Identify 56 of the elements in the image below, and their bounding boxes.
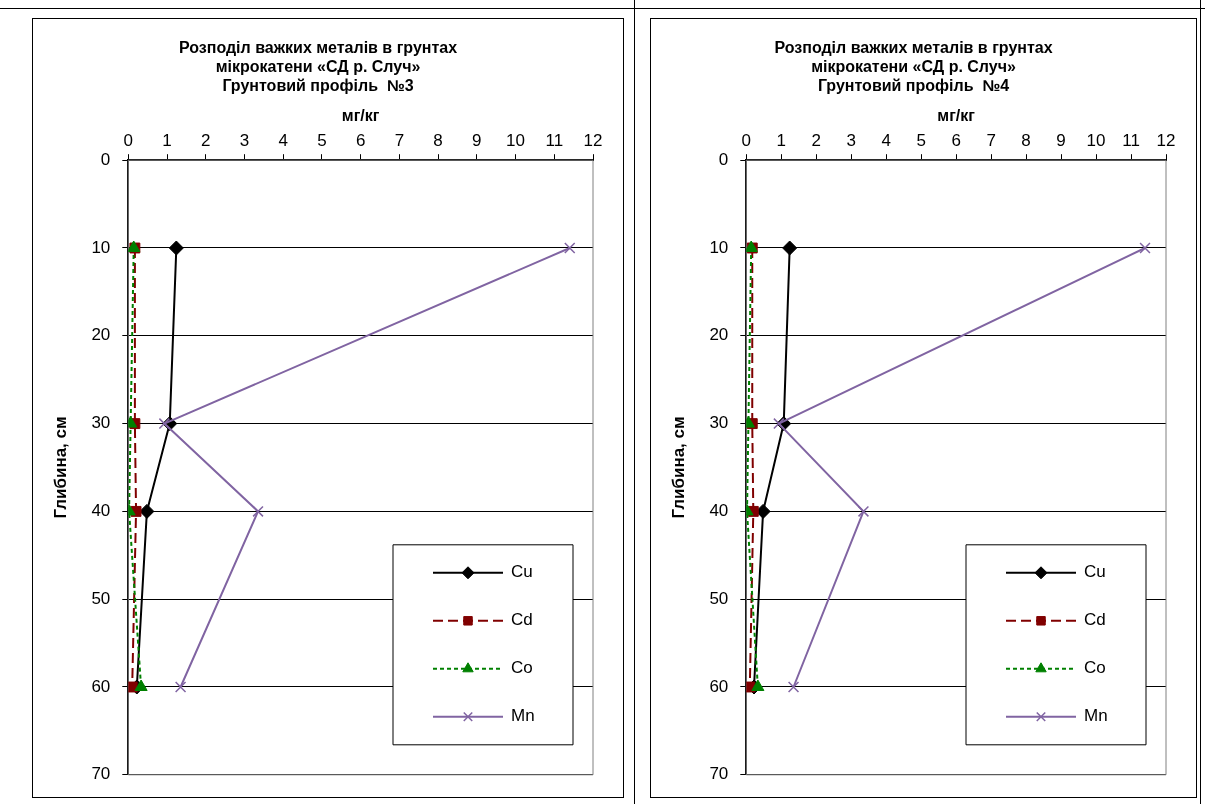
x-tick-label: 6 [951, 130, 961, 150]
x-tick-label: 3 [846, 130, 856, 150]
x-tick-label: 0 [741, 130, 752, 150]
y-tick-label: 0 [718, 149, 729, 169]
x-tick-label: 6 [355, 130, 366, 150]
x-axis-title: мг/кг [937, 106, 976, 124]
x-tick-label: 11 [1122, 130, 1140, 150]
x-tick-label: 11 [545, 130, 564, 150]
y-tick-label: 70 [709, 764, 729, 784]
x-tick-label: 9 [1056, 130, 1066, 150]
x-tick-label: 8 [1021, 130, 1031, 150]
y-tick-label: 20 [91, 325, 111, 345]
y-tick-label: 50 [709, 588, 729, 608]
x-tick-label: 7 [394, 130, 405, 150]
x-tick-label: 4 [881, 130, 891, 150]
y-tick-label: 70 [91, 764, 111, 784]
y-tick-label: 30 [91, 413, 111, 433]
x-tick-label: 7 [986, 130, 996, 150]
y-tick-label: 60 [91, 676, 111, 696]
y-tick-label: 0 [100, 149, 111, 169]
legend-label: Cu [1084, 562, 1106, 582]
x-tick-label: 8 [433, 130, 443, 150]
x-tick-label: 5 [916, 130, 926, 150]
chart-title: Розподіл важких металів в грунтах мікрокатени «СД р. Случ» Грунтовий профіль №4 [774, 39, 1053, 95]
legend-label: Co [511, 658, 533, 678]
y-tick-label: 30 [709, 413, 729, 433]
y-axis-title: Глибина, см [50, 416, 70, 519]
legend-label: Mn [1084, 706, 1108, 726]
legend-label: Mn [511, 706, 535, 726]
y-tick-label: 40 [709, 501, 729, 521]
x-tick-label: 9 [472, 130, 482, 150]
y-axis-title: Глибина, см [668, 416, 688, 519]
x-tick-label: 10 [1086, 130, 1106, 150]
legend-label: Cd [1084, 610, 1106, 630]
legend-label: Cd [511, 610, 533, 630]
chart-title: Розподіл важких металів в грунтах мікрокатени «СД р. Случ» Грунтовий профіль №3 [178, 39, 458, 95]
x-tick-label: 12 [1156, 130, 1176, 150]
y-tick-label: 10 [709, 237, 729, 257]
x-tick-label: 2 [201, 130, 211, 150]
x-tick-label: 0 [123, 130, 134, 150]
x-tick-label: 10 [506, 130, 526, 150]
x-tick-label: 5 [317, 130, 327, 150]
y-tick-label: 50 [91, 588, 111, 608]
legend-label: Co [1084, 658, 1106, 678]
y-tick-label: 20 [709, 325, 729, 345]
x-tick-label: 2 [811, 130, 821, 150]
x-tick-label: 1 [162, 130, 172, 150]
x-tick-label: 4 [278, 130, 288, 150]
x-tick-label: 1 [776, 130, 787, 150]
y-tick-label: 40 [91, 501, 111, 521]
legend-label: Cu [511, 562, 533, 582]
y-tick-label: 60 [709, 676, 729, 696]
x-tick-label: 3 [239, 130, 250, 150]
x-tick-label: 12 [583, 130, 603, 150]
x-axis-title: мг/кг [341, 106, 380, 124]
y-tick-label: 10 [91, 237, 111, 257]
